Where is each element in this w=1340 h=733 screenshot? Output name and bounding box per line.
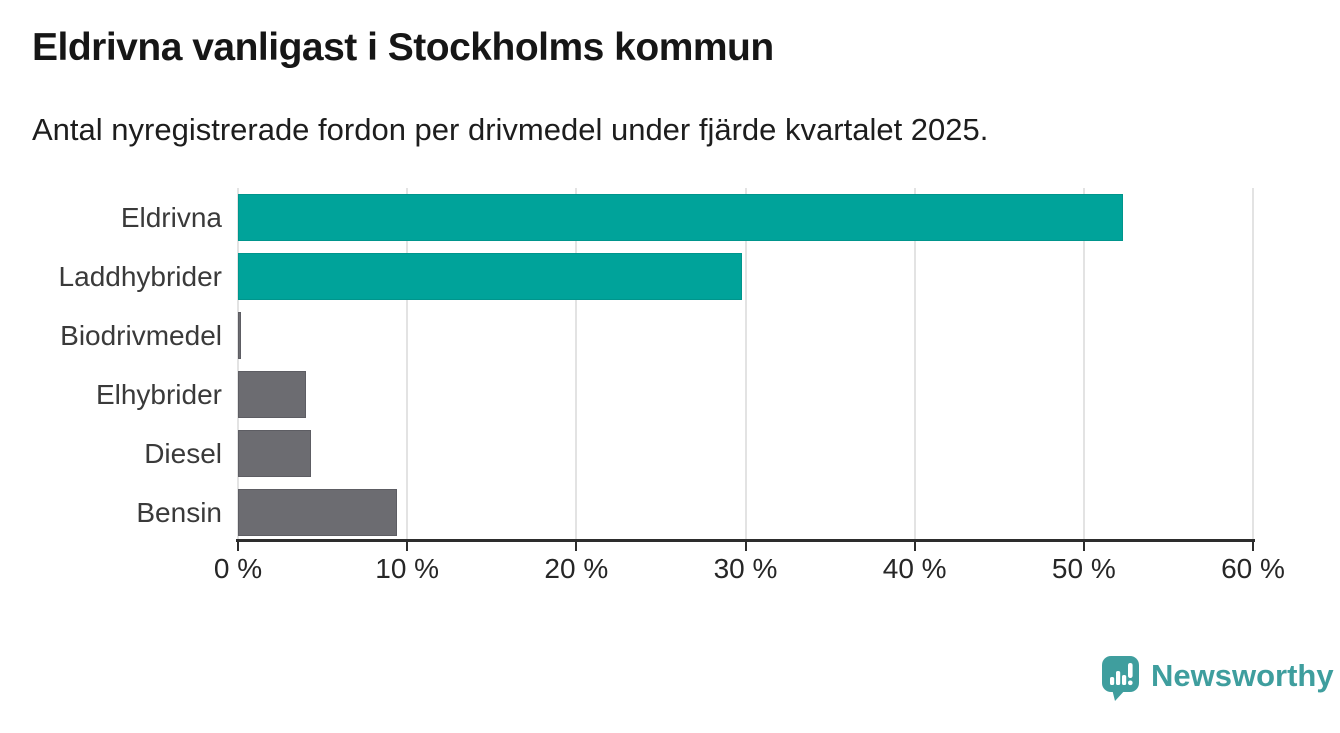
axis-tick-50 xyxy=(1082,542,1085,551)
axis-tick-label-0: 0 % xyxy=(213,553,263,584)
axis-tick-10 xyxy=(406,542,409,551)
brand-name: Newsworthy xyxy=(1151,657,1334,693)
bar-laddhybrider xyxy=(238,253,743,300)
category-label-laddhybrider: Laddhybrider xyxy=(58,261,222,292)
bar-bensin xyxy=(238,489,398,536)
axis-tick-40 xyxy=(913,542,916,551)
gridline-30 xyxy=(744,188,747,542)
axis-tick-0 xyxy=(237,542,239,551)
category-label-bensin: Bensin xyxy=(136,497,222,528)
newsworthy-logo-icon xyxy=(1102,656,1139,701)
brand-logo: Newsworthy xyxy=(1100,655,1334,702)
category-label-biodrivmedel: Biodrivmedel xyxy=(60,320,222,351)
gridline-0 xyxy=(237,188,239,542)
y-axis-category-labels: Eldrivna Laddhybrider Biodrivmedel Elhybrid… xyxy=(0,188,222,542)
gridline-40 xyxy=(913,188,916,542)
chart-title: Eldrivna vanligast i Stockholms kommun xyxy=(32,26,774,69)
axis-tick-30 xyxy=(744,542,747,551)
plot-area xyxy=(237,188,1254,542)
gridline-60 xyxy=(1252,188,1254,542)
axis-tick-label-50: 50 % xyxy=(1051,553,1116,584)
bar-eldrivna xyxy=(238,194,1123,241)
bar-biodrivmedel xyxy=(238,312,241,359)
category-label-eldrivna: Eldrivna xyxy=(120,202,222,233)
category-label-diesel: Diesel xyxy=(144,438,222,469)
axis-tick-label-10: 10 % xyxy=(375,553,440,584)
chart-subtitle: Antal nyregistrerade fordon per drivmede… xyxy=(32,112,989,147)
gridline-20 xyxy=(575,188,578,542)
axis-tick-label-30: 30 % xyxy=(713,553,778,584)
bar-diesel xyxy=(238,430,311,477)
gridline-10 xyxy=(406,188,409,542)
bar-elhybrider xyxy=(238,371,306,418)
x-axis-line xyxy=(236,539,1255,542)
gridline-50 xyxy=(1082,188,1085,542)
axis-tick-20 xyxy=(575,542,578,551)
category-label-elhybrider: Elhybrider xyxy=(95,379,222,410)
axis-tick-label-60: 60 % xyxy=(1221,553,1285,584)
axis-tick-60 xyxy=(1252,542,1254,551)
axis-tick-label-40: 40 % xyxy=(882,553,947,584)
axis-tick-label-20: 20 % xyxy=(544,553,609,584)
